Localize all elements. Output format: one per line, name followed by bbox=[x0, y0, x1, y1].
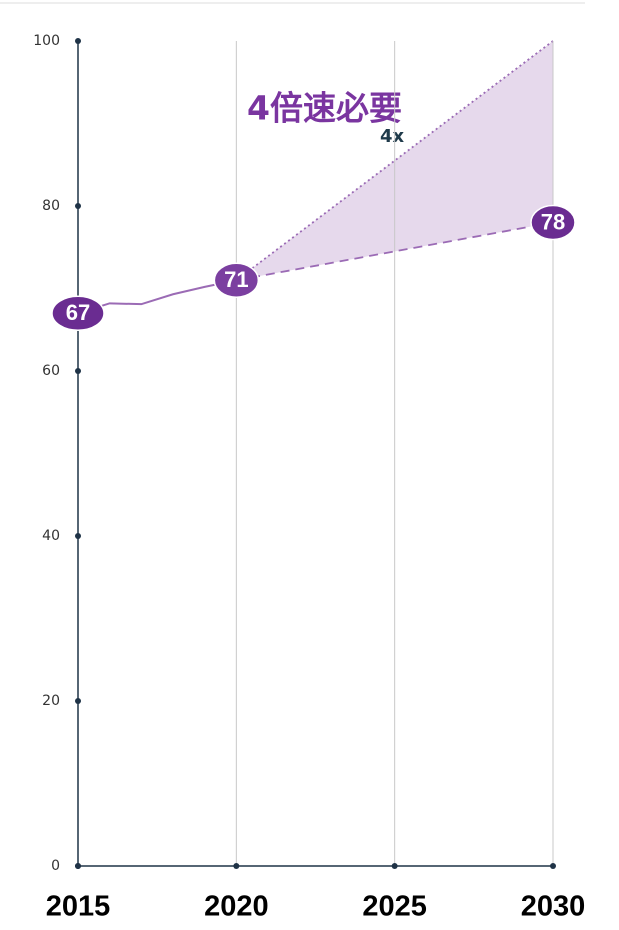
data-label-badge bbox=[530, 204, 576, 241]
y-tick-mark bbox=[75, 533, 81, 539]
x-tick-label: 2015 bbox=[46, 891, 111, 923]
y-tick-label: 0 bbox=[51, 858, 60, 874]
y-tick-mark bbox=[75, 863, 81, 869]
y-tick-mark bbox=[75, 203, 81, 209]
data-label-badge bbox=[213, 262, 260, 298]
data-label-badge bbox=[51, 295, 105, 331]
y-tick-mark bbox=[75, 368, 81, 374]
y-tick-label: 20 bbox=[42, 693, 60, 709]
data-label: 78 bbox=[541, 209, 565, 234]
annotation: 4倍速必要 bbox=[247, 89, 402, 128]
x-tick-label: 2030 bbox=[521, 891, 586, 923]
series-line bbox=[236, 221, 554, 282]
annotation: 4x bbox=[380, 126, 405, 147]
data-label: 67 bbox=[66, 300, 90, 325]
x-tick-label: 2020 bbox=[204, 891, 269, 923]
y-tick-mark bbox=[75, 698, 81, 704]
y-tick-label: 60 bbox=[42, 363, 60, 379]
y-tick-label: 40 bbox=[42, 528, 60, 544]
series-line bbox=[77, 279, 237, 315]
y-tick-label: 100 bbox=[33, 33, 60, 49]
y-tick-label: 80 bbox=[42, 198, 60, 214]
y-tick-mark bbox=[75, 38, 81, 44]
series-line bbox=[235, 40, 554, 281]
data-label: 71 bbox=[224, 267, 248, 292]
x-tick-label: 2025 bbox=[362, 891, 427, 923]
